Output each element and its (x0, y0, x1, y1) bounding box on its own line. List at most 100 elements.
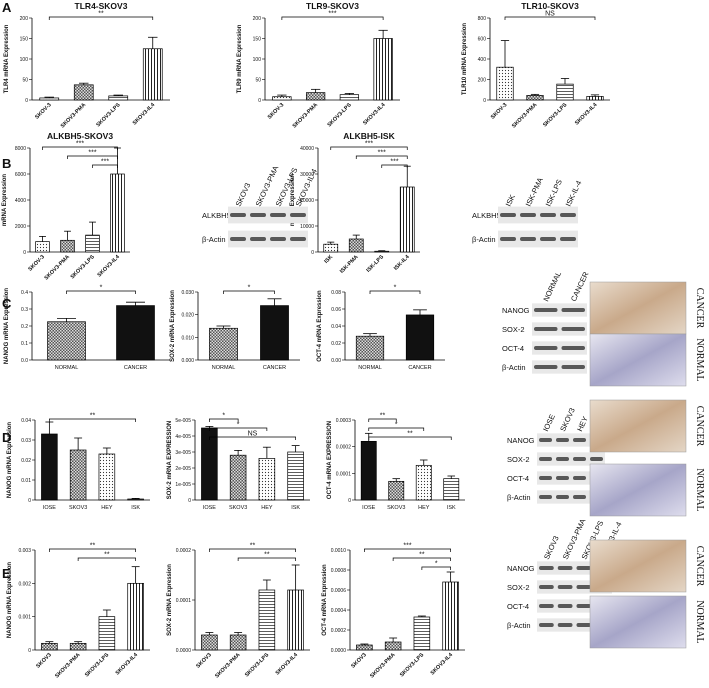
y-axis-label: TLR9 mRNA Expression (237, 24, 243, 93)
ihc-label: NORMAL (694, 468, 705, 511)
x-tick-label: SKOV-3 (490, 102, 509, 121)
blot-band (576, 585, 592, 589)
y-tick-label: 600 (478, 37, 487, 43)
y-axis-label: NANOG mRNA Expression (4, 288, 10, 364)
bar (405, 314, 435, 361)
blot-row-label: ALKBH5 (202, 211, 231, 220)
bar (360, 440, 377, 501)
bar (526, 95, 544, 101)
x-tick-label: HEY (261, 505, 273, 511)
y-tick-label: 0.04 (331, 324, 341, 330)
blot-band (573, 476, 586, 480)
significance-bracket (368, 418, 397, 422)
x-tick-label: SKOV3-LPS (326, 102, 353, 129)
blot-row-label: OCT-4 (502, 344, 524, 353)
y-tick-label: 40000 (300, 146, 314, 152)
bar (373, 38, 393, 101)
bar (586, 96, 604, 101)
blot-strip (498, 230, 578, 248)
significance-label: NS (248, 431, 258, 438)
y-tick-label: 0.0000 (176, 648, 192, 654)
bar (413, 616, 431, 651)
y-tick-label: 0.0001 (176, 598, 192, 604)
blot-lane-label: NORMAL (541, 270, 563, 303)
x-tick-label: SKOV3-PMA (369, 652, 396, 679)
blot-row-label: ALKBH5 (472, 211, 501, 220)
y-tick-label: 0.020 (181, 313, 194, 319)
y-tick-label: 0 (28, 498, 31, 504)
significance-label: ** (104, 552, 110, 559)
blot-row-label: OCT-4 (507, 602, 529, 611)
blot-lane-label: ISK-PMA (524, 176, 545, 208)
y-axis-label: OCT-4 mRNA EXPRESSION (327, 421, 333, 499)
significance-bracket (281, 16, 384, 20)
bar (229, 454, 247, 501)
significance-bracket (504, 16, 596, 20)
blot-band (560, 213, 576, 217)
significance-label: *** (378, 150, 386, 157)
bar (356, 644, 373, 651)
x-tick-label: CANCER (408, 365, 431, 371)
significance-bracket (364, 548, 451, 552)
blot-strip (537, 490, 605, 504)
chart-title: TLR10-SKOV3 (521, 1, 579, 11)
y-tick-label: 200 (20, 16, 29, 22)
bar (399, 186, 415, 253)
y-tick-label: 100 (20, 57, 29, 63)
significance-bracket (392, 557, 451, 561)
y-axis-label: SOX-2 mRNA Expression (167, 564, 173, 636)
bar (348, 238, 364, 253)
y-tick-label: 800 (478, 16, 487, 22)
x-tick-label: SKOV3-PMA (54, 652, 81, 679)
ihc-label: CANCER (694, 288, 705, 329)
blot-row-label: β-Actin (202, 235, 226, 244)
blot-band (561, 327, 585, 331)
blot-band (556, 476, 569, 480)
blot-band (557, 585, 573, 589)
y-axis-label: TLR4 mRNA Expression (4, 24, 10, 93)
y-tick-label: 0.0002 (176, 548, 192, 554)
significance-bracket (48, 16, 154, 20)
blot-lane-label: SKOV3 (542, 534, 561, 560)
x-tick-label: ISK-LPS (366, 254, 386, 274)
y-tick-label: 0 (348, 498, 351, 504)
y-tick-label: 5e-005 (175, 418, 191, 424)
x-tick-label: SKOV3 (350, 652, 367, 669)
x-tick-label: SKOV3-IL4 (275, 652, 300, 677)
blot-strip (537, 433, 605, 447)
x-tick-label: ISK (291, 505, 300, 511)
bar (323, 243, 339, 253)
ihc-image (589, 539, 687, 593)
blot-band (561, 346, 585, 350)
blot-band (230, 213, 246, 217)
blot-row-label: NANOG (502, 306, 530, 315)
blot-band (270, 213, 286, 217)
significance-label: * (222, 413, 225, 420)
significance-label: *** (328, 11, 336, 18)
bar (39, 97, 60, 101)
blot-band (270, 237, 286, 241)
y-axis-label: OCT-4 mRNA Expression (317, 290, 323, 362)
y-tick-label: 50 (255, 78, 261, 84)
blot-band (534, 365, 558, 369)
blot-row-label: SOX-2 (502, 325, 525, 334)
bar (258, 589, 276, 651)
ihc-image (589, 281, 687, 335)
y-tick-label: 2e-005 (175, 466, 191, 472)
blot-band (539, 438, 552, 442)
blot-row-label: NANOG (507, 564, 535, 573)
x-tick-label: ISK-IL4 (393, 254, 411, 272)
bar (116, 305, 155, 361)
significance-label: *** (390, 159, 398, 166)
ihc-label: NORMAL (694, 600, 705, 643)
x-tick-label: SKOV3 (35, 652, 52, 669)
x-tick-label: SKOV3-LPS (95, 102, 122, 129)
significance-bracket (209, 427, 268, 431)
panel-label: B (2, 156, 11, 171)
x-tick-label: SKOV3-PMA (214, 652, 241, 679)
bar (374, 250, 390, 253)
significance-bracket (209, 548, 296, 552)
significance-bracket (381, 164, 408, 168)
blot-band (539, 623, 554, 627)
x-tick-label: SKOV-3 (34, 102, 53, 121)
